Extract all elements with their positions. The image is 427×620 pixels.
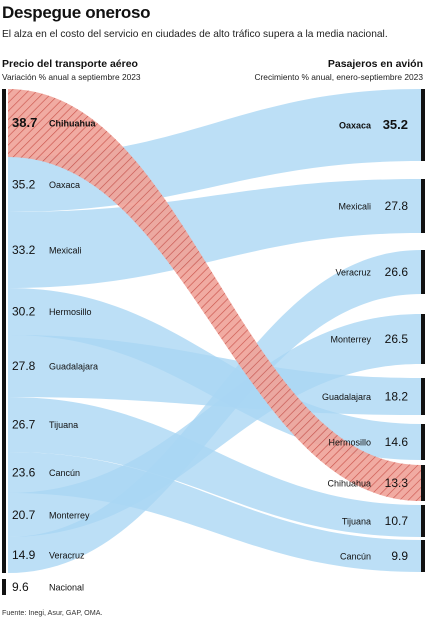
left-value-oaxaca: 35.2 <box>12 178 36 192</box>
left-city-tijuana: Tijuana <box>49 420 78 430</box>
left-value-hermosillo: 30.2 <box>12 305 36 319</box>
chart-subtitle: El alza en el costo del servicio en ciud… <box>2 29 388 40</box>
right-value-guadalajara: 18.2 <box>385 390 409 404</box>
chart-title: Despegue oneroso <box>2 3 151 22</box>
right-value-monterrey: 26.5 <box>385 332 409 346</box>
side-bars <box>2 89 425 595</box>
left-bar-chihuahua <box>2 89 6 157</box>
left-city-chihuahua: Chihuahua <box>49 119 96 129</box>
left-value-guadalajara: 27.8 <box>12 359 36 373</box>
left-city-hermosillo: Hermosillo <box>49 307 92 317</box>
left-bar-oaxaca <box>2 157 6 212</box>
right-bar-oaxaca <box>421 89 425 161</box>
left-bar-veracruz <box>2 537 6 573</box>
value-labels: 38.7 Chihuahua 35.2 Oaxaca 33.2 Mexicali 30.2 H… <box>12 115 408 594</box>
right-bar-veracruz <box>421 250 425 294</box>
right-value-mexicali: 27.8 <box>385 199 409 213</box>
left-city-nacional: Nacional <box>49 583 84 593</box>
left-axis-subtitle: Variación % anual a septiembre 2023 <box>2 72 141 82</box>
flow-chihuahua <box>8 89 421 501</box>
right-bar-cancun <box>421 540 425 572</box>
flow-tijuana <box>8 397 421 537</box>
left-bar-nacional <box>2 579 6 595</box>
left-bar-monterrey <box>2 493 6 537</box>
right-city-chihuahua: Chihuahua <box>327 479 371 489</box>
right-value-chihuahua: 13.3 <box>385 476 409 490</box>
left-value-cancun: 23.6 <box>12 466 36 480</box>
right-value-tijuana: 10.7 <box>385 514 409 528</box>
flow-bands <box>8 89 421 573</box>
right-bar-hermosillo <box>421 424 425 460</box>
left-city-cancun: Cancún <box>49 468 80 478</box>
left-city-mexicali: Mexicali <box>49 246 82 256</box>
right-bar-mexicali <box>421 179 425 233</box>
right-bar-tijuana <box>421 505 425 537</box>
left-value-mexicali: 33.2 <box>12 243 36 257</box>
left-value-nacional: 9.6 <box>12 580 29 594</box>
left-bar-hermosillo <box>2 288 6 335</box>
left-city-oaxaca: Oaxaca <box>49 180 80 190</box>
left-city-guadalajara: Guadalajara <box>49 362 98 372</box>
right-value-veracruz: 26.6 <box>385 265 409 279</box>
right-city-veracruz: Veracruz <box>335 268 371 278</box>
right-bar-monterrey <box>421 314 425 364</box>
left-bar-mexicali <box>2 212 6 288</box>
left-value-veracruz: 14.9 <box>12 548 36 562</box>
right-axis-title: Pasajeros en avión <box>327 58 423 70</box>
right-bar-chihuahua <box>421 465 425 501</box>
flow-guadalajara <box>8 335 421 415</box>
right-bar-guadalajara <box>421 378 425 415</box>
left-value-monterrey: 20.7 <box>12 508 36 522</box>
flow-veracruz <box>8 250 421 573</box>
right-city-cancun: Cancún <box>340 552 371 562</box>
left-bar-cancun <box>2 452 6 493</box>
right-city-mexicali: Mexicali <box>338 202 371 212</box>
right-city-hermosillo: Hermosillo <box>328 438 371 448</box>
left-bar-tijuana <box>2 397 6 452</box>
left-bar-guadalajara <box>2 335 6 397</box>
right-value-hermosillo: 14.6 <box>385 435 409 449</box>
right-city-monterrey: Monterrey <box>330 335 371 345</box>
left-city-monterrey: Monterrey <box>49 511 90 521</box>
left-city-veracruz: Veracruz <box>49 551 85 561</box>
flow-mexicali <box>8 179 421 288</box>
right-value-oaxaca: 35.2 <box>383 117 408 132</box>
right-axis-subtitle: Crecimiento % anual, enero-septiembre 20… <box>254 72 423 82</box>
left-value-chihuahua: 38.7 <box>12 115 37 130</box>
right-value-cancun: 9.9 <box>391 549 408 563</box>
right-city-tijuana: Tijuana <box>342 517 371 527</box>
left-value-tijuana: 26.7 <box>12 418 36 432</box>
right-city-guadalajara: Guadalajara <box>322 392 371 402</box>
left-axis-title: Precio del transporte aéreo <box>2 58 138 70</box>
source-note: Fuente: Inegi, Asur, GAP, OMA. <box>2 608 103 617</box>
right-city-oaxaca: Oaxaca <box>339 121 372 131</box>
